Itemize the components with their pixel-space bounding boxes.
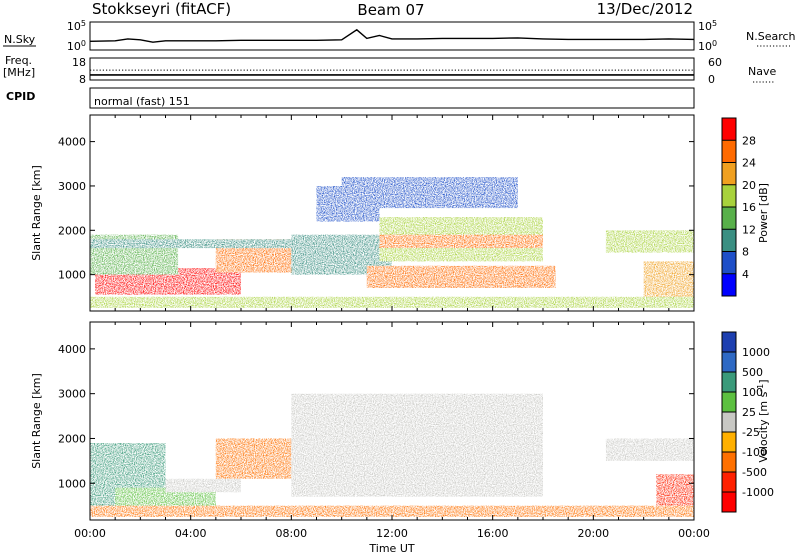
nave-label: Nave (748, 65, 776, 78)
echo-region (605, 438, 694, 461)
velocity-colorbar-tick: -1000 (742, 486, 774, 499)
velocity-colorbar-tick: -100 (742, 446, 767, 459)
nave-right-tick: 0 (708, 73, 715, 86)
echo-region (643, 261, 694, 299)
colorbar-swatch (722, 229, 736, 252)
velocity-colorbar-tick: -500 (742, 466, 767, 479)
power-colorbar-tick: 28 (742, 134, 756, 147)
colorbar-swatch (722, 207, 736, 230)
cpid-label: CPID (6, 90, 35, 103)
noise-sky-series (89, 28, 695, 43)
velocity-heatmap (90, 393, 694, 517)
echo-region (115, 274, 204, 288)
power-colorbar-tick: 24 (742, 157, 756, 170)
colorbar-swatch (722, 184, 736, 208)
echo-region (291, 393, 543, 497)
y-tick-label: 4000 (58, 343, 86, 356)
echo-region (316, 186, 380, 222)
colorbar-swatch (722, 273, 736, 297)
x-tick-label: 00:00 (74, 527, 106, 540)
echo-region (90, 239, 330, 249)
x-tick-label: 12:00 (376, 527, 408, 540)
colorbar-swatch (722, 140, 736, 163)
y-tick-label: 3000 (58, 180, 86, 193)
velocity-colorbar-tick: 100 (742, 386, 763, 399)
velocity-colorbar-label: Velocity [m s-1] (756, 379, 770, 462)
noise-right-tick: 100 (698, 39, 717, 53)
y-tick-label: 1000 (58, 269, 86, 282)
power-ylabel: Slant Range [km] (30, 165, 43, 261)
nave-right-tick: 60 (708, 56, 722, 69)
echo-region (366, 265, 556, 288)
echo-region (165, 478, 241, 493)
xlabel: Time UT (368, 542, 414, 554)
velocity-ylabel: Slant Range [km] (30, 373, 43, 469)
power-colorbar-tick: 20 (742, 179, 756, 192)
colorbar-swatch (722, 332, 736, 352)
velocity-colorbar-tick: 25 (742, 406, 756, 419)
power-heatmap (90, 177, 694, 308)
freq-label: Freq. (5, 54, 32, 67)
colorbar-swatch (722, 352, 736, 372)
colorbar-swatch (722, 118, 736, 141)
freq-unit-label: [MHz] (3, 66, 35, 79)
freq-left-tick: 18 (72, 56, 86, 69)
power-colorbar-tick: 12 (742, 223, 756, 236)
echo-region (90, 296, 694, 308)
y-tick-label: 4000 (58, 136, 86, 149)
velocity-colorbar-tick: -25 (742, 426, 760, 439)
x-tick-label: 16:00 (477, 527, 509, 540)
colorbar-swatch (722, 472, 736, 492)
y-tick-label: 3000 (58, 388, 86, 401)
colorbar-swatch (722, 372, 736, 392)
cpid-panel-frame (89, 87, 695, 109)
colorbar-swatch (722, 452, 736, 472)
x-tick-label: 08:00 (275, 527, 307, 540)
nsky-label: N.Sky (4, 33, 36, 46)
y-tick-label: 2000 (58, 224, 86, 237)
colorbar-swatch (722, 162, 736, 185)
power-colorbar-label: Power [dB] (757, 183, 770, 243)
echo-region (115, 487, 216, 511)
station-title: Stokkseyri (fitACF) (92, 0, 231, 18)
power-colorbar-tick: 16 (742, 201, 756, 214)
noise-left-tick: 105 (67, 19, 86, 33)
mode-label: normal (fast) 151 (94, 95, 190, 108)
velocity-colorbar-tick: 1000 (742, 346, 770, 359)
x-tick-label: 00:00 (678, 527, 710, 540)
power-colorbar-tick: 8 (742, 246, 749, 259)
echo-region (605, 230, 694, 253)
x-tick-label: 20:00 (577, 527, 609, 540)
freq-panel-frame (89, 57, 695, 81)
date-title: 13/Dec/2012 (597, 0, 693, 18)
echo-region (379, 234, 543, 248)
noise-left-tick: 100 (67, 39, 86, 53)
nsearch-label: N.Search (746, 30, 796, 43)
echo-region (656, 474, 694, 506)
power-colorbar-tick: 4 (742, 268, 749, 281)
echo-region (215, 438, 292, 479)
colorbar-frame (721, 331, 737, 513)
noise-panel-frame (89, 21, 695, 51)
colorbar-swatch (722, 392, 736, 412)
x-tick-label: 04:00 (175, 527, 207, 540)
colorbar-swatch (722, 432, 736, 452)
noise-right-tick: 105 (698, 19, 717, 33)
beam-title: Beam 07 (357, 1, 424, 19)
colorbar-swatch (722, 251, 736, 274)
colorbar-swatch (722, 492, 736, 512)
y-tick-label: 2000 (58, 432, 86, 445)
freq-left-tick: 8 (79, 73, 86, 86)
y-tick-label: 1000 (58, 477, 86, 490)
echo-region (90, 505, 694, 517)
colorbar-swatch (722, 412, 736, 432)
velocity-colorbar-tick: 500 (742, 366, 763, 379)
